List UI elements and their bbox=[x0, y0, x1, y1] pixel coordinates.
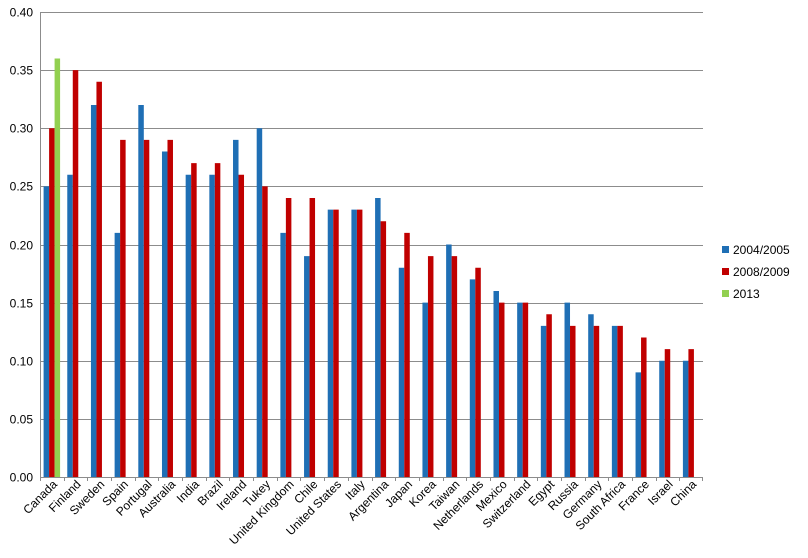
bar-taiwan-2008-2009 bbox=[451, 256, 458, 477]
legend-swatch bbox=[722, 268, 729, 275]
gridlines bbox=[40, 12, 703, 420]
bar-united-kingdom-2004-2005 bbox=[280, 232, 286, 477]
bar-canada-2004-2005 bbox=[43, 186, 50, 477]
x-category-label: Japan bbox=[382, 477, 415, 510]
bar-chile-2004-2005 bbox=[304, 256, 310, 477]
bar-finland-2004-2005 bbox=[67, 174, 73, 477]
legend-swatch bbox=[722, 246, 729, 253]
bar-italy-2004-2005 bbox=[351, 209, 357, 477]
legend-swatch bbox=[722, 290, 729, 297]
bar-switzerland-2004-2005 bbox=[517, 302, 523, 477]
bar-italy-2008-2009 bbox=[356, 209, 363, 477]
bar-ireland-2004-2005 bbox=[233, 139, 239, 477]
bar-mexico-2004-2005 bbox=[493, 291, 499, 477]
bar-tukey-2008-2009 bbox=[262, 186, 268, 477]
bar-united-kingdom-2008-2009 bbox=[285, 198, 292, 477]
bar-taiwan-2004-2005 bbox=[446, 244, 452, 477]
legend-label: 2008/2009 bbox=[733, 265, 790, 279]
y-tick-label: 0.40 bbox=[10, 6, 34, 20]
bar-china-2008-2009 bbox=[688, 349, 694, 477]
x-axis-category-labels: CanadaFinlandSwedenSpainPortugalAustrali… bbox=[20, 477, 699, 548]
bar-south-africa-2004-2005 bbox=[611, 325, 618, 477]
bar-tukey-2004-2005 bbox=[256, 128, 263, 477]
y-tick-label: 0.05 bbox=[10, 413, 34, 427]
y-tick-label: 0.25 bbox=[10, 180, 34, 194]
bar-argentina-2004-2005 bbox=[375, 198, 381, 477]
legend: 2004/2005 2008/2009 2013 bbox=[722, 243, 790, 301]
y-tick-label: 0.10 bbox=[10, 355, 34, 369]
bar-canada-2008-2009 bbox=[49, 128, 55, 477]
y-axis-tick-labels: 0.00 0.05 0.10 0.15 0.20 0.25 0.30 0.35 0.40 bbox=[10, 6, 34, 485]
bar-australia-2004-2005 bbox=[161, 151, 168, 477]
y-tick-label: 0.20 bbox=[10, 239, 34, 253]
bar-china-2004-2005 bbox=[682, 360, 689, 477]
bar-united-states-2008-2009 bbox=[333, 209, 339, 477]
bar-netherlands-2008-2009 bbox=[475, 267, 481, 477]
y-tick-label: 0.30 bbox=[10, 122, 34, 136]
bar-japan-2004-2005 bbox=[398, 267, 405, 477]
y-tick-label: 0.15 bbox=[10, 297, 34, 311]
bar-south-africa-2008-2009 bbox=[617, 325, 623, 477]
bar-egypt-2008-2009 bbox=[546, 314, 552, 477]
bar-india-2004-2005 bbox=[185, 174, 192, 477]
bar-australia-2008-2009 bbox=[167, 139, 173, 477]
bar-israel-2008-2009 bbox=[664, 349, 671, 477]
bar-ireland-2008-2009 bbox=[238, 174, 245, 477]
legend-label: 2013 bbox=[733, 287, 760, 301]
bar-portugal-2008-2009 bbox=[143, 139, 150, 477]
bar-germany-2008-2009 bbox=[593, 325, 600, 477]
bar-canada-2013 bbox=[54, 58, 61, 477]
y-tick-label: 0.00 bbox=[10, 471, 34, 485]
bar-russia-2008-2009 bbox=[570, 325, 576, 477]
bar-spain-2008-2009 bbox=[120, 139, 126, 477]
bar-india-2008-2009 bbox=[191, 163, 197, 477]
bar-spain-2004-2005 bbox=[114, 232, 121, 477]
bars bbox=[43, 58, 694, 477]
bar-france-2004-2005 bbox=[635, 372, 642, 477]
bar-egypt-2004-2005 bbox=[540, 325, 547, 477]
bar-japan-2008-2009 bbox=[404, 232, 410, 477]
bar-sweden-2008-2009 bbox=[96, 81, 102, 477]
legend-label: 2004/2005 bbox=[733, 243, 790, 257]
bar-sweden-2004-2005 bbox=[90, 105, 97, 477]
bar-brazil-2004-2005 bbox=[209, 174, 215, 477]
bar-germany-2004-2005 bbox=[588, 314, 594, 477]
bar-switzerland-2008-2009 bbox=[522, 302, 529, 477]
axes bbox=[40, 12, 703, 481]
bar-mexico-2008-2009 bbox=[498, 302, 505, 477]
x-category-label: China bbox=[667, 477, 699, 509]
bar-united-states-2004-2005 bbox=[327, 209, 334, 477]
bar-russia-2004-2005 bbox=[564, 302, 571, 477]
bar-portugal-2004-2005 bbox=[138, 105, 144, 477]
bar-finland-2008-2009 bbox=[72, 70, 79, 477]
bar-korea-2004-2005 bbox=[422, 302, 428, 477]
y-tick-label: 0.35 bbox=[10, 64, 34, 78]
bar-netherlands-2004-2005 bbox=[469, 279, 476, 477]
bar-france-2008-2009 bbox=[641, 337, 647, 477]
bar-korea-2008-2009 bbox=[427, 256, 434, 477]
bar-argentina-2008-2009 bbox=[380, 221, 387, 477]
bar-israel-2004-2005 bbox=[659, 360, 665, 477]
bar-chile-2008-2009 bbox=[309, 198, 316, 477]
bar-brazil-2008-2009 bbox=[214, 163, 221, 477]
